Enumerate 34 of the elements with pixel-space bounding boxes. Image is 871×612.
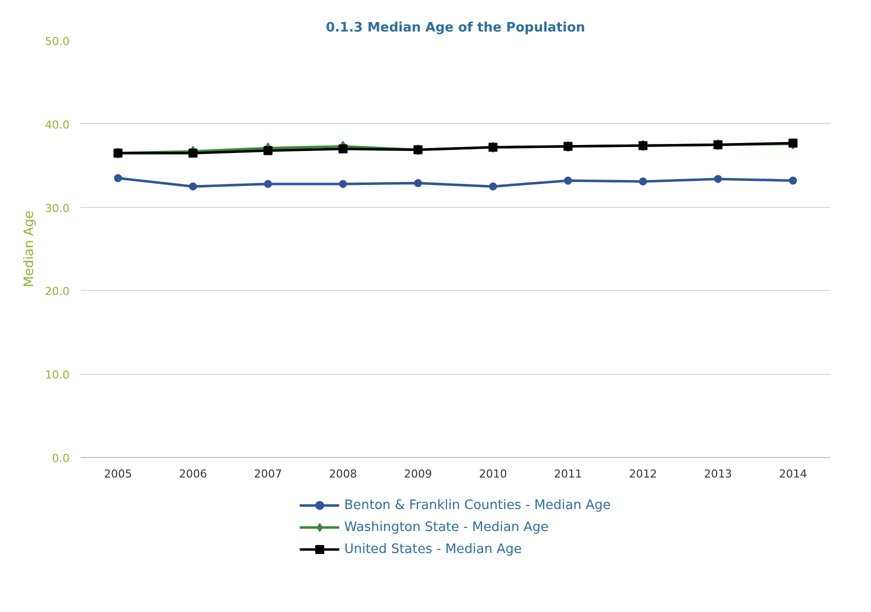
y-tick-label: 0.0 [52, 452, 70, 465]
point [114, 174, 122, 182]
chart-title: 0.1.3 Median Age of the Population [326, 20, 586, 36]
legend-label: Washington State - Median Age [344, 520, 549, 534]
point [264, 180, 272, 188]
legend-label: United States - Median Age [344, 542, 522, 556]
x-tick-label: 2009 [404, 468, 432, 480]
y-tick-label: 20.0 [45, 285, 70, 298]
point [339, 180, 347, 188]
point [414, 179, 422, 188]
x-tick-label: 2006 [179, 468, 208, 480]
x-tick-label: 2010 [479, 468, 508, 480]
point [338, 144, 348, 154]
x-tick-label: 2008 [329, 468, 358, 480]
point [264, 146, 272, 156]
x-tick-label: 2012 [629, 468, 658, 480]
point [714, 174, 722, 183]
legend-label: Benton & Franklin Counties - Median Age [344, 498, 611, 512]
y-tick-label: 30.0 [45, 202, 70, 215]
y-tick-label: 50.0 [45, 35, 70, 48]
point [188, 148, 198, 158]
y-axis-title: Median Age [22, 210, 38, 288]
x-tick-label: 2013 [704, 468, 732, 480]
x-tick-label: 2005 [104, 468, 132, 480]
point [564, 176, 572, 185]
x-tick-label: 2007 [254, 468, 282, 480]
point [789, 176, 797, 185]
y-tick-label: 10.0 [45, 368, 70, 382]
point [639, 177, 647, 186]
x-tick-label: 2014 [779, 468, 808, 480]
point [189, 182, 197, 190]
x-tick-label: 2011 [554, 468, 582, 480]
point [489, 182, 497, 190]
y-tick-label: 40.0 [45, 118, 70, 132]
